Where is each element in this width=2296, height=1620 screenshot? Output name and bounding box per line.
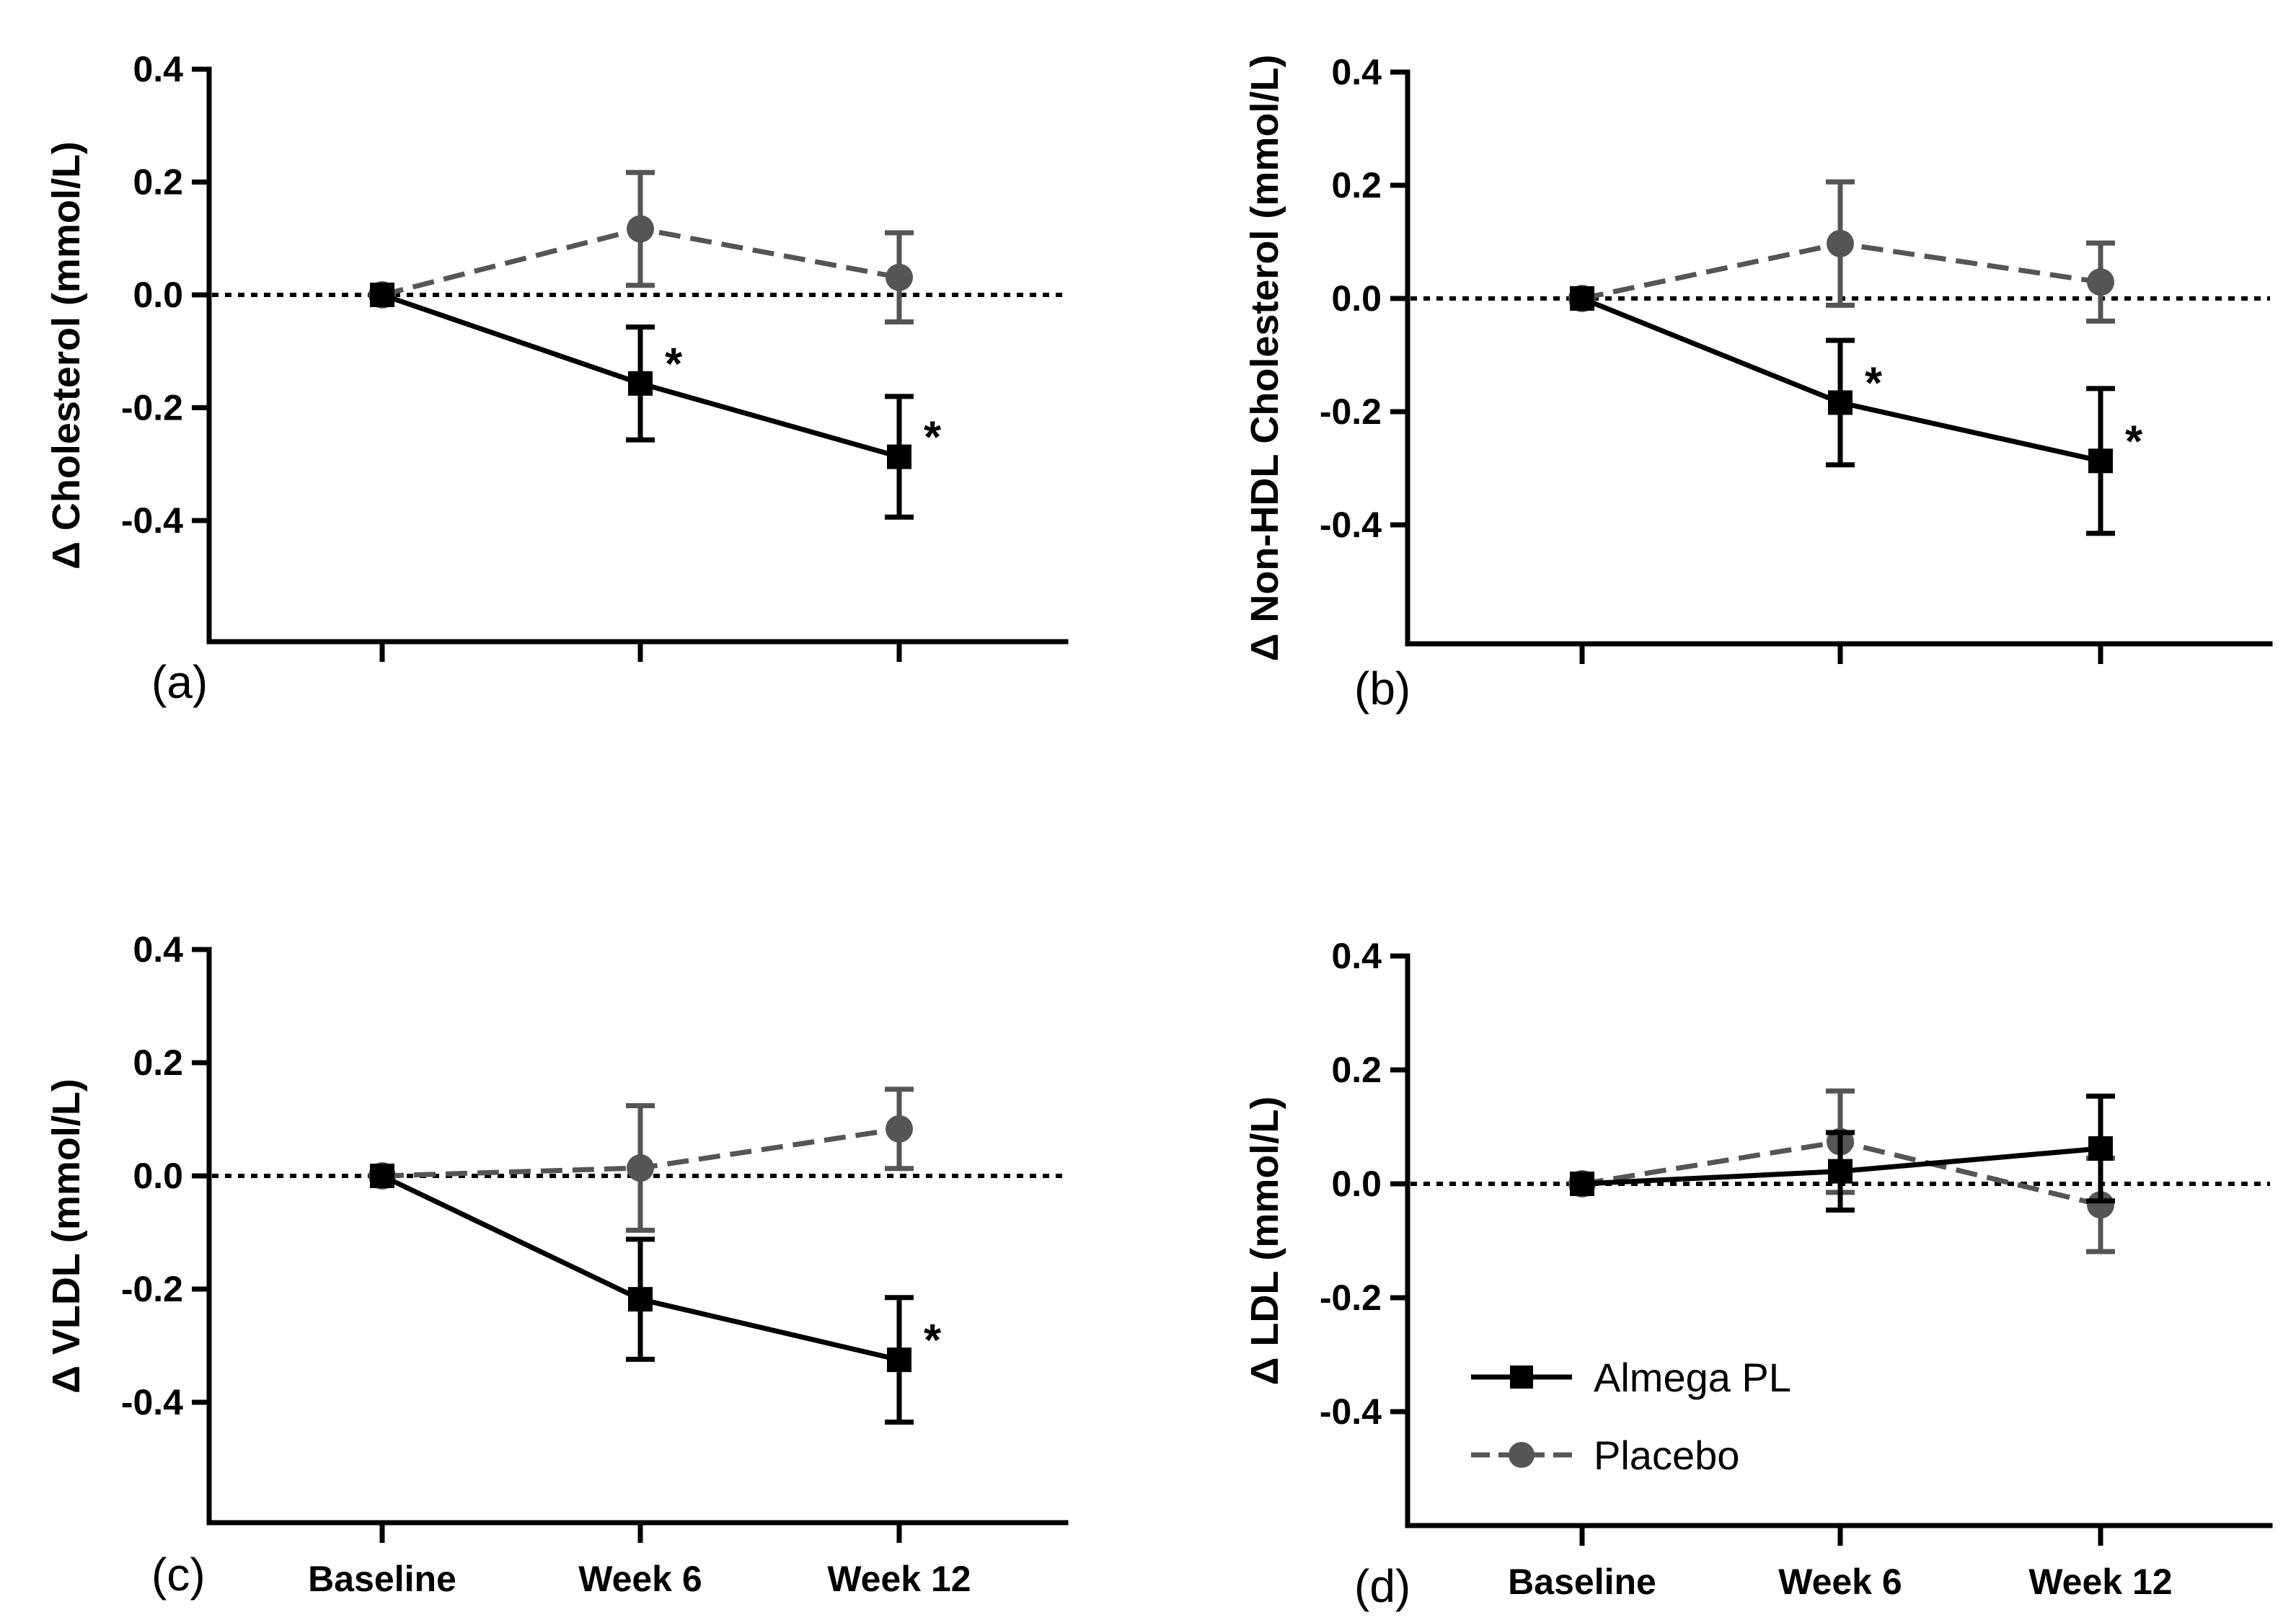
significance-marker: * — [924, 1316, 942, 1366]
significance-marker: * — [2125, 417, 2143, 466]
legend: Almega PL Placebo — [1471, 1355, 1791, 1478]
data-point-almega-pl — [1828, 1159, 1853, 1184]
x-tick-label-baseline: Baseline — [1508, 1562, 1656, 1602]
data-point-almega-pl — [2088, 1136, 2113, 1161]
data-point-placebo — [2087, 268, 2114, 296]
data-point-placebo — [886, 1115, 913, 1143]
chart-panel-1: 0.4 0.2 0.0 -0.2 -0.4 Δ Cholesterol (mmol/L) (… — [45, 49, 1069, 708]
y-tick-label: -0.2 — [121, 388, 183, 428]
legend-marker-almega-pl — [1510, 1366, 1533, 1389]
y-axis-title: Δ Cholesterol (mmol/L) — [45, 141, 88, 570]
chart-panel-2: 0.4 0.2 0.0 -0.2 -0.4 Δ Non-HDL Cholesterol (… — [1243, 52, 2273, 714]
significance-marker: * — [665, 340, 683, 389]
data-point-almega-pl — [1570, 286, 1594, 311]
y-tick-label: -0.2 — [1320, 391, 1382, 432]
panel-label: (b) — [1354, 663, 1410, 714]
x-tick-label-week-12: Week 12 — [827, 1559, 971, 1599]
data-point-placebo — [886, 263, 913, 291]
y-tick-label: -0.4 — [121, 1382, 183, 1422]
y-tick-label: 0.2 — [133, 1043, 183, 1083]
y-tick-label: 0.4 — [133, 929, 183, 970]
data-point-almega-pl — [1828, 390, 1853, 415]
legend-label-almega-pl: Almega PL — [1594, 1355, 1791, 1400]
panel-label: (c) — [151, 1549, 206, 1601]
panel-label: (d) — [1354, 1560, 1410, 1612]
y-tick-label: -0.4 — [121, 500, 183, 541]
significance-marker: * — [1865, 358, 1883, 408]
y-tick-label: 0.0 — [133, 275, 183, 315]
y-tick-label: 0.0 — [133, 1156, 183, 1196]
y-tick-label: 0.4 — [1331, 52, 1382, 92]
y-tick-label: -0.4 — [1320, 505, 1382, 545]
y-tick-label: 0.2 — [1331, 165, 1382, 205]
y-tick-label: 0.4 — [1331, 936, 1382, 976]
y-axis-title: Δ VLDL (mmol/L) — [45, 1079, 88, 1394]
chart-panel-4: 0.4 0.2 0.0 -0.2 -0.4 Baseline Week 6 Week 12 Δ … — [1243, 936, 2273, 1612]
data-point-almega-pl — [887, 444, 911, 469]
x-tick-label-baseline: Baseline — [308, 1559, 456, 1599]
y-tick-label: -0.2 — [121, 1269, 183, 1309]
panel-label: (a) — [151, 656, 208, 708]
data-point-almega-pl — [887, 1347, 911, 1373]
data-point-almega-pl — [370, 1164, 394, 1188]
legend-label-placebo: Placebo — [1594, 1433, 1739, 1478]
y-tick-label: 0.0 — [1331, 278, 1382, 319]
data-point-almega-pl — [2088, 448, 2113, 474]
y-axis-title: Δ Non-HDL Cholesterol (mmol/L) — [1243, 55, 1286, 662]
y-tick-label: -0.2 — [1320, 1278, 1382, 1318]
data-point-almega-pl — [628, 371, 653, 396]
data-point-placebo — [627, 215, 654, 243]
data-point-placebo — [2087, 1191, 2114, 1219]
significance-marker: * — [924, 413, 942, 463]
y-tick-label: -0.4 — [1320, 1391, 1382, 1432]
data-point-placebo — [1827, 229, 1854, 257]
data-point-almega-pl — [628, 1287, 653, 1312]
y-tick-label: 0.0 — [1331, 1164, 1382, 1204]
y-tick-label: 0.2 — [133, 162, 183, 203]
legend-marker-placebo — [1509, 1442, 1535, 1468]
x-tick-label-week-6: Week 6 — [578, 1559, 702, 1599]
x-tick-label-week-6: Week 6 — [1778, 1562, 1902, 1602]
data-point-almega-pl — [370, 283, 394, 307]
data-point-almega-pl — [1570, 1172, 1594, 1196]
data-point-placebo — [627, 1154, 654, 1182]
y-tick-label: 0.4 — [133, 49, 183, 89]
x-tick-label-week-12: Week 12 — [2028, 1562, 2172, 1602]
chart-panel-3: 0.4 0.2 0.0 -0.2 -0.4 Baseline Week 6 Week 12 Δ … — [45, 929, 1069, 1601]
y-axis-title: Δ LDL (mmol/L) — [1243, 1097, 1286, 1386]
y-tick-label: 0.2 — [1331, 1050, 1382, 1090]
